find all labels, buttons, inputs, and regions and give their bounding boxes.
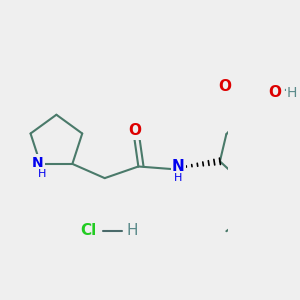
- Text: Cl: Cl: [81, 223, 97, 238]
- Text: O: O: [268, 85, 281, 100]
- Text: O: O: [219, 80, 232, 94]
- Text: H: H: [174, 173, 183, 183]
- Text: N: N: [32, 156, 44, 170]
- Text: H: H: [38, 169, 46, 178]
- Text: ·: ·: [282, 82, 288, 100]
- Text: N: N: [172, 159, 185, 174]
- Text: H: H: [126, 223, 138, 238]
- Text: O: O: [128, 123, 141, 138]
- Text: H: H: [286, 86, 297, 100]
